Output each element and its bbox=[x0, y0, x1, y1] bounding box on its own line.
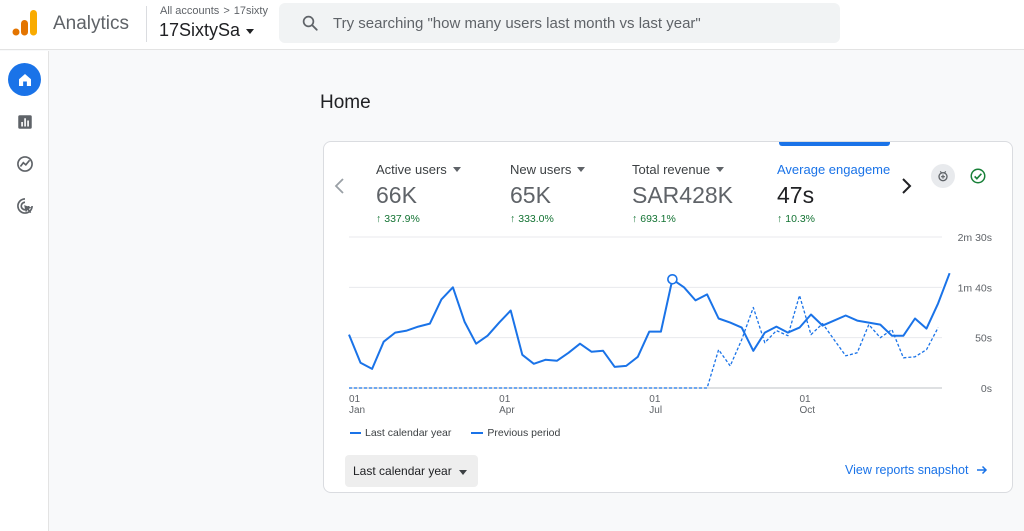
header-divider bbox=[146, 6, 147, 42]
x-tick-month: Jul bbox=[649, 405, 662, 416]
y-tick-label: 0s bbox=[981, 383, 992, 395]
metric-total-revenue[interactable]: Total revenue SAR428K ↑ 693.1% bbox=[632, 162, 733, 225]
metric-label: Active users bbox=[376, 162, 447, 177]
metric-value: 66K bbox=[376, 182, 417, 208]
current-period-line bbox=[348, 272, 951, 370]
caret-down-icon bbox=[577, 167, 586, 172]
metric-label-dropdown[interactable]: Total revenue bbox=[632, 162, 733, 177]
metric-change: ↑ 337.9% bbox=[376, 213, 461, 225]
dashed-line-swatch bbox=[471, 432, 484, 434]
nav-home-button[interactable] bbox=[8, 63, 41, 96]
arrow-up-icon: ↑ bbox=[632, 213, 638, 225]
nav-explore-button[interactable] bbox=[8, 147, 41, 180]
left-nav bbox=[0, 51, 49, 531]
metric-label: Total revenue bbox=[632, 162, 711, 177]
nav-advertising-button[interactable] bbox=[8, 189, 41, 222]
search-bar[interactable] bbox=[279, 3, 840, 43]
previous-period-line bbox=[349, 294, 939, 389]
property-name: 17SixtySa bbox=[159, 20, 241, 40]
advertising-icon bbox=[16, 197, 33, 214]
metric-active-users[interactable]: Active users 66K ↑ 337.9% bbox=[376, 162, 461, 225]
metric-label-dropdown[interactable]: Average engagement bbox=[777, 162, 891, 177]
x-tick-day: 01 bbox=[799, 394, 811, 405]
arrow-up-icon: ↑ bbox=[510, 213, 516, 225]
breadcrumb-all-accounts[interactable]: All accounts bbox=[160, 5, 220, 17]
analytics-logo-icon[interactable] bbox=[12, 9, 38, 37]
breadcrumb[interactable]: All accounts > 17sixty bbox=[160, 5, 268, 17]
legend-item-previous[interactable]: Previous period bbox=[471, 427, 560, 439]
metric-change: ↑ 693.1% bbox=[632, 213, 733, 225]
y-tick-label: 2m 30s bbox=[958, 232, 992, 244]
property-selector[interactable]: 17SixtySa bbox=[159, 20, 255, 41]
reports-icon bbox=[17, 114, 32, 129]
page-title: Home bbox=[320, 92, 371, 113]
metric-label: New users bbox=[510, 162, 572, 177]
explore-icon bbox=[16, 155, 33, 172]
data-quality-button[interactable] bbox=[966, 164, 990, 188]
metric-label-dropdown[interactable]: New users bbox=[510, 162, 586, 177]
app-title: Analytics bbox=[53, 13, 130, 34]
metric-value: SAR428K bbox=[632, 182, 734, 208]
insights-icon bbox=[938, 171, 948, 182]
arrow-right-icon bbox=[977, 465, 988, 475]
metric-change: ↑ 10.3% bbox=[777, 213, 891, 225]
metric-change-value: 693.1% bbox=[640, 213, 676, 225]
x-tick-month: Oct bbox=[799, 405, 815, 416]
x-tick-month: Apr bbox=[499, 405, 515, 416]
insights-button[interactable] bbox=[931, 164, 955, 188]
arrow-up-icon: ↑ bbox=[376, 213, 382, 225]
check-circle-icon bbox=[970, 168, 986, 184]
overview-card: Active users 66K ↑ 337.9% New users 65K … bbox=[323, 141, 1013, 493]
snapshot-link-label: View reports snapshot bbox=[845, 463, 969, 477]
x-tick-month: Jan bbox=[349, 405, 365, 416]
metric-change-value: 333.0% bbox=[518, 213, 554, 225]
search-icon bbox=[302, 15, 318, 31]
legend-label: Previous period bbox=[487, 427, 561, 439]
chart-legend: Last calendar year Previous period bbox=[350, 427, 560, 439]
chevron-left-icon[interactable] bbox=[332, 176, 348, 196]
x-tick-day: 01 bbox=[649, 394, 661, 405]
view-reports-snapshot-link[interactable]: View reports snapshot bbox=[845, 463, 988, 477]
y-tick-label: 1m 40s bbox=[958, 282, 992, 294]
metric-change-value: 337.9% bbox=[384, 213, 420, 225]
selected-metric-indicator bbox=[779, 142, 890, 146]
metric-value: 47s bbox=[777, 182, 815, 208]
metric-average-engagement[interactable]: Average engagement 47s ↑ 10.3% bbox=[777, 162, 891, 225]
legend-label: Last calendar year bbox=[365, 427, 452, 439]
caret-down-icon bbox=[246, 29, 255, 34]
x-tick-day: 01 bbox=[499, 394, 511, 405]
breadcrumb-account[interactable]: 17sixty bbox=[233, 5, 268, 17]
home-icon bbox=[18, 73, 31, 86]
metric-new-users[interactable]: New users 65K ↑ 333.0% bbox=[510, 162, 586, 225]
nav-reports-button[interactable] bbox=[8, 105, 41, 138]
caret-down-icon bbox=[459, 469, 467, 475]
metric-label-dropdown[interactable]: Active users bbox=[376, 162, 461, 177]
chevron-right-icon[interactable] bbox=[898, 176, 914, 196]
chevron-right-icon: > bbox=[223, 5, 230, 17]
x-tick-day: 01 bbox=[349, 394, 361, 405]
y-tick-label: 50s bbox=[975, 333, 992, 345]
caret-down-icon bbox=[452, 167, 461, 172]
hover-point-marker bbox=[667, 273, 678, 285]
top-header: Analytics All accounts > 17sixty 17Sixty… bbox=[0, 0, 1024, 50]
metric-label: Average engagement bbox=[777, 162, 891, 177]
date-range-value: Last calendar year bbox=[353, 464, 452, 478]
metric-change-value: 10.3% bbox=[785, 213, 816, 225]
date-range-select[interactable]: Last calendar year bbox=[345, 455, 478, 487]
metric-change: ↑ 333.0% bbox=[510, 213, 585, 225]
search-input[interactable] bbox=[333, 14, 813, 32]
metric-value: 65K bbox=[510, 182, 551, 208]
caret-down-icon bbox=[716, 167, 725, 172]
legend-item-current[interactable]: Last calendar year bbox=[350, 427, 451, 439]
arrow-up-icon: ↑ bbox=[777, 213, 783, 225]
solid-line-swatch bbox=[350, 432, 361, 434]
